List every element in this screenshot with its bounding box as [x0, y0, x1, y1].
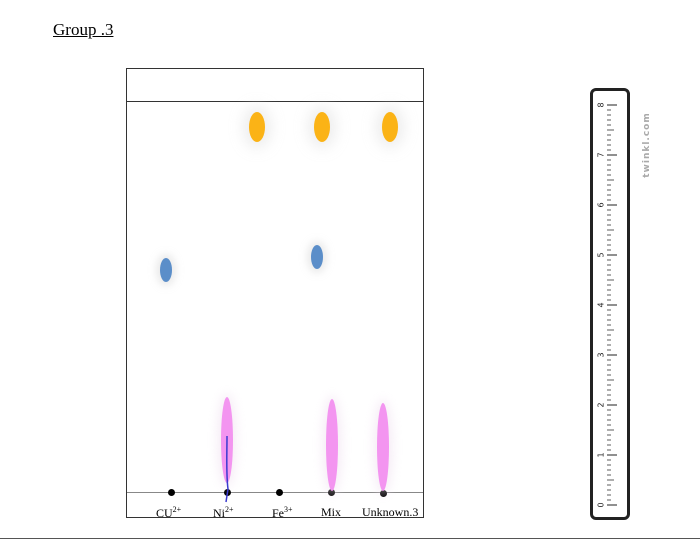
lane-label-ni: Ni2+ — [213, 505, 234, 520]
watermark: twinkl.com — [642, 112, 652, 178]
spot-pink-unknown — [377, 403, 389, 491]
ruler: 0 1 2 3 4 5 6 7 8 — [590, 88, 630, 520]
ruler-number-5: 5 — [597, 252, 606, 257]
spot-yellow-fe — [249, 112, 265, 142]
ruler-number-2: 2 — [597, 402, 606, 407]
solvent-front-line — [127, 101, 423, 102]
spot-yellow-mix — [314, 112, 330, 142]
ruler-number-0: 0 — [597, 502, 606, 507]
ruler-number-1: 1 — [597, 452, 606, 457]
spot-yellow-unknown — [382, 112, 398, 142]
origin-dot-mix — [328, 489, 335, 496]
spot-blue-mix — [311, 245, 323, 269]
ruler-number-4: 4 — [597, 302, 606, 307]
ruler-number-3: 3 — [597, 352, 606, 357]
spot-blue-cu — [160, 258, 172, 282]
lane-label-unknown: Unknown.3 — [362, 505, 419, 519]
ruler-number-7: 7 — [597, 152, 606, 157]
pen-mark — [225, 435, 229, 503]
lane-label-fe: Fe3+ — [272, 505, 293, 520]
origin-dot-unknown — [380, 490, 387, 497]
page-title: Group .3 — [53, 20, 114, 39]
bottom-divider — [0, 538, 700, 539]
spot-pink-mix — [326, 399, 338, 491]
ruler-number-8: 8 — [597, 102, 606, 107]
lane-label-mix: Mix — [321, 505, 342, 519]
ruler-number-6: 6 — [597, 202, 606, 207]
chromatography-plate: CU2+ Ni2+ Fe3+ Mix Unknown.3 — [126, 68, 424, 520]
lane-label-cu: CU2+ — [156, 505, 182, 520]
origin-dot-cu — [168, 489, 175, 496]
baseline-line — [127, 492, 423, 493]
origin-dot-fe — [276, 489, 283, 496]
